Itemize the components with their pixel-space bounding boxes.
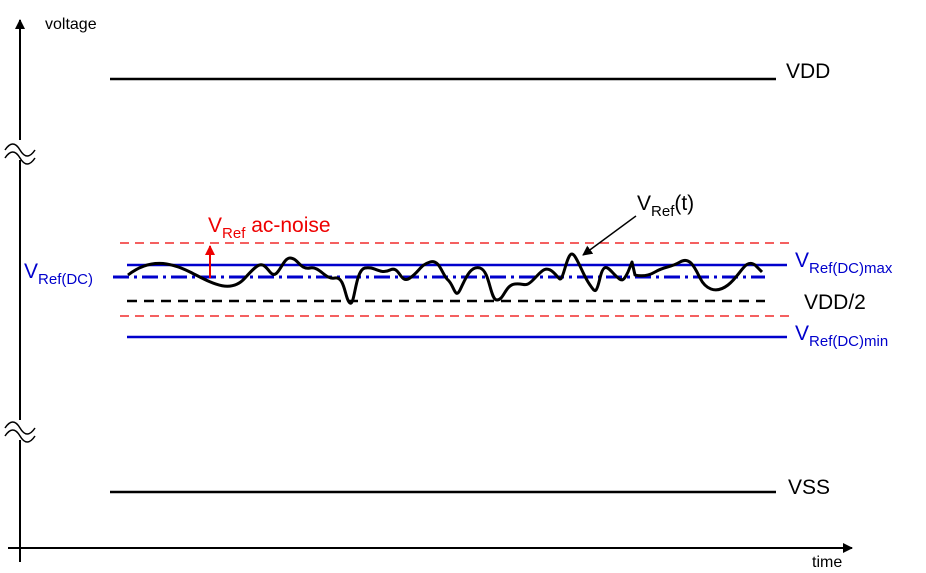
vdd-half-label: VDD/2 [804,291,866,314]
x-axis-label: time [812,554,842,571]
vdd-label: VDD [786,60,830,83]
ac-noise-label: VRef ac-noise [208,214,331,242]
vref-t-arrow [582,215,637,256]
vref-min-label: VRef(DC)min [795,322,888,350]
label-part: Ref(DC)min [809,333,888,350]
y-axis-label: voltage [45,16,97,33]
label-part: V [208,214,222,237]
axis-break [4,140,38,443]
label-part: Ref [222,225,246,242]
vref-max-label: VRef(DC)max [795,249,893,277]
label-part: V [795,249,809,272]
label-part: V [795,322,809,345]
label-part: V [24,260,38,283]
label-part: Ref(DC) [38,271,93,288]
label-part: Ref [651,203,675,220]
vref-signal [127,252,764,305]
label-part: Ref(DC)max [809,260,893,277]
label-part: V [637,192,651,215]
vref-t-label: VRef(t) [637,192,694,220]
vref-dc-label: VRef(DC) [24,260,93,288]
label-part: (t) [674,192,694,215]
vss-label: VSS [788,476,830,499]
label-part: ac-noise [245,214,330,237]
